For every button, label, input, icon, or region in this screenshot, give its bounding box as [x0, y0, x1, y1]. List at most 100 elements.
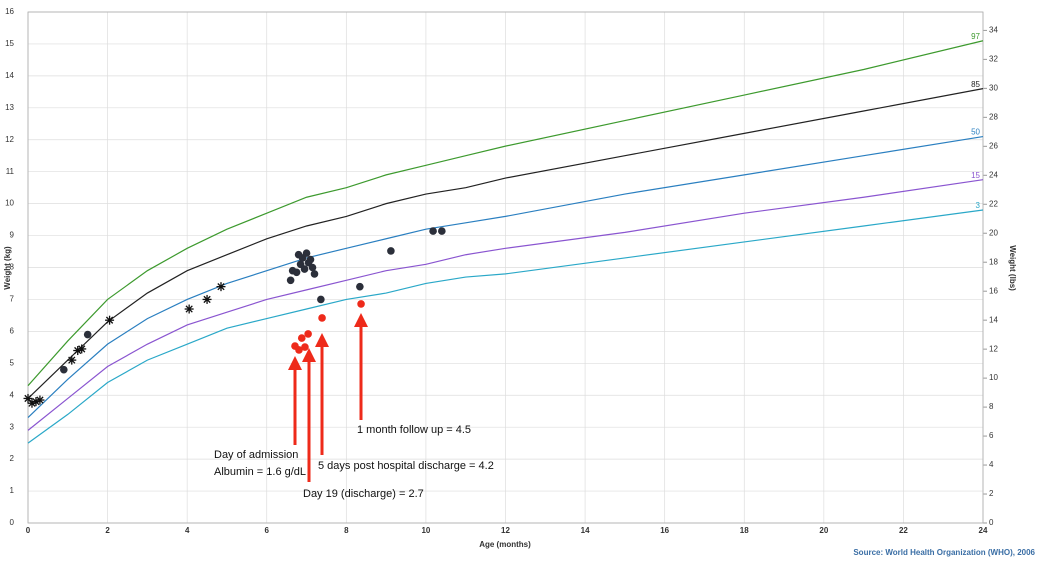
star-stroke [203, 295, 211, 304]
percentile-line [27, 209, 984, 444]
percentile-line [27, 88, 984, 399]
y2-tick-label: 16 [989, 286, 998, 295]
y-tick-label: 6 [10, 326, 15, 335]
annotation: Day 19 (discharge) = 2.7 [303, 488, 424, 500]
point [357, 300, 365, 308]
x-tick-label: 24 [979, 526, 988, 535]
star-stroke [78, 345, 86, 353]
y2-tick-label: 8 [989, 402, 994, 411]
y-tick-label: 11 [6, 167, 15, 176]
plot-layer: 0123456789101112131415160246810121416182… [5, 7, 998, 535]
y2-tick-label: 10 [989, 373, 998, 382]
y2-tick-label: 4 [989, 460, 994, 469]
y-tick-label: 13 [5, 103, 14, 112]
star-point [184, 304, 194, 314]
point [301, 343, 309, 351]
point [286, 276, 295, 285]
x-axis-label: Age (months) [479, 540, 531, 549]
y-tick-label: 2 [10, 454, 15, 463]
star-point [31, 397, 41, 407]
y2-axis-label: Weight (lbs) [1008, 245, 1017, 291]
x-tick-label: 2 [105, 526, 110, 535]
annotation: 5 days post hospital discharge = 4.2 [318, 460, 494, 472]
plot-frame [27, 11, 984, 524]
line-label: 50 [971, 128, 980, 137]
point [306, 255, 315, 264]
point [83, 330, 92, 339]
point [318, 314, 326, 322]
x-tick-label: 6 [265, 526, 270, 535]
star-stroke [24, 394, 32, 403]
star-point [67, 355, 77, 365]
y-tick-label: 5 [10, 358, 15, 367]
source: Source: World Health Organization (WHO),… [853, 548, 1035, 557]
line-label: 97 [971, 32, 980, 41]
x-tick-label: 22 [899, 526, 908, 535]
y2-tick-label: 30 [989, 83, 998, 92]
x-tick-label: 10 [421, 526, 430, 535]
y-tick-label: 16 [5, 7, 14, 16]
y2-tick-label: 6 [989, 431, 994, 440]
star-point [202, 294, 212, 304]
point [302, 249, 311, 257]
x-tick-label: 0 [26, 526, 31, 535]
x-tick-label: 14 [581, 526, 590, 535]
star-stroke [36, 396, 44, 404]
y2-tick-label: 24 [989, 170, 998, 179]
y-tick-label: 4 [10, 390, 15, 399]
arrows [288, 313, 368, 482]
y2-tick-label: 2 [989, 489, 994, 498]
star-stroke [217, 283, 225, 291]
star-point [105, 315, 115, 325]
point [317, 295, 325, 304]
y2-tick-label: 32 [989, 54, 998, 63]
percentile-line [27, 179, 984, 431]
y2-tick-label: 18 [989, 257, 998, 266]
y-tick-label: 14 [5, 71, 14, 80]
point [295, 346, 303, 354]
x-tick-label: 4 [185, 526, 190, 535]
point [300, 265, 309, 273]
star-point [216, 282, 226, 292]
y2-tick-label: 22 [989, 199, 998, 208]
percentile-line [27, 40, 984, 387]
y-tick-label: 3 [10, 422, 15, 431]
point [310, 270, 319, 278]
y2-tick-label: 28 [989, 112, 998, 121]
star-stroke [185, 305, 193, 313]
x-tick-label: 18 [740, 526, 749, 535]
point [60, 365, 68, 374]
y2-tick-label: 34 [989, 26, 998, 35]
x-tick-label: 16 [660, 526, 669, 535]
star-stroke [68, 356, 76, 364]
point [429, 227, 437, 235]
star-point [35, 395, 45, 405]
y2-tick-label: 26 [989, 141, 998, 150]
y2-tick-label: 0 [989, 518, 994, 527]
y-tick-label: 10 [5, 199, 14, 208]
line-label: 3 [976, 201, 981, 210]
y-tick-label: 12 [5, 135, 14, 144]
y-axis-label: Weight (kg) [3, 246, 12, 290]
y2-tick-label: 14 [989, 315, 998, 324]
x-tick-label: 20 [819, 526, 828, 535]
point [387, 247, 395, 255]
y-tick-label: 9 [10, 231, 15, 240]
x-tick-label: 8 [344, 526, 349, 535]
point [438, 227, 446, 235]
annotation: Day of admission [214, 449, 298, 461]
y-tick-label: 15 [5, 39, 14, 48]
percentile-line [27, 135, 984, 419]
star-point [77, 344, 87, 354]
y-tick-label: 8 [10, 263, 15, 272]
point [297, 334, 306, 342]
y-tick-label: 7 [10, 295, 15, 304]
y-tick-label: 0 [10, 518, 15, 527]
annotation: 1 month follow up = 4.5 [357, 424, 471, 436]
y2-tick-label: 12 [989, 344, 998, 353]
y2-tick-label: 20 [989, 228, 998, 237]
star-stroke [105, 316, 114, 324]
point [292, 268, 301, 277]
annotation: Albumin = 1.6 g/dL [214, 466, 306, 478]
